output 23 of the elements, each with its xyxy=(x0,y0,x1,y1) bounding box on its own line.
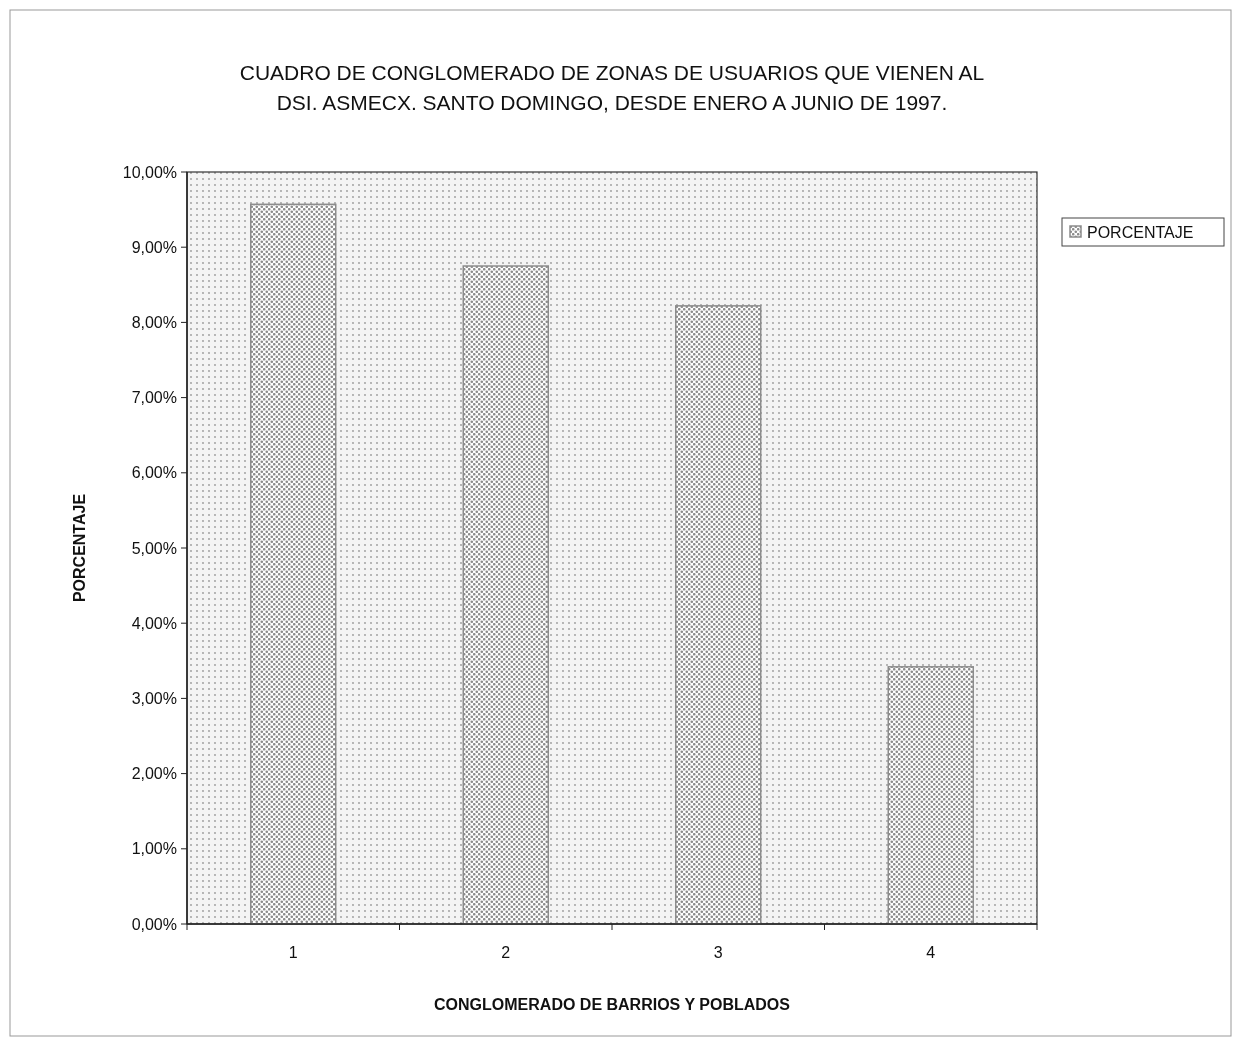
y-tick-label: 0,00% xyxy=(131,915,177,933)
y-tick-label: 3,00% xyxy=(131,690,177,707)
y-tick-label: 5,00% xyxy=(131,539,177,557)
legend-label: PORCENTAJE xyxy=(1087,223,1194,241)
y-tick-label: 4,00% xyxy=(131,614,177,632)
bar xyxy=(250,203,337,925)
y-tick-label: 6,00% xyxy=(131,464,177,482)
y-axis-title: PORCENTAJE xyxy=(71,493,88,603)
x-tick-label: 1 xyxy=(288,944,298,961)
bar xyxy=(675,305,762,925)
chart-title: CUADRO DE CONGLOMERADO DE ZONAS DE USUARIOS QUE VIENEN AL DSI. ASMECX. SANTO DOMINGO, DESDE ENERO A JUNIO DE 1997. xyxy=(239,61,985,114)
y-tick-label: 1,00% xyxy=(131,840,177,858)
bar xyxy=(462,265,549,925)
x-tick-label: 2 xyxy=(501,944,511,961)
x-tick-label: 4 xyxy=(926,944,936,961)
y-tick-label: 9,00% xyxy=(131,238,177,256)
y-tick-label: 2,00% xyxy=(131,765,177,783)
bar xyxy=(887,666,974,925)
y-tick-label: 8,00% xyxy=(131,314,177,331)
x-axis-title: CONGLOMERADO DE BARRIOS Y POBLADOS xyxy=(434,996,791,1013)
y-tick-label: 10,00% xyxy=(122,163,177,181)
y-tick-label: 7,00% xyxy=(131,389,177,407)
x-tick-label: 3 xyxy=(713,944,723,961)
